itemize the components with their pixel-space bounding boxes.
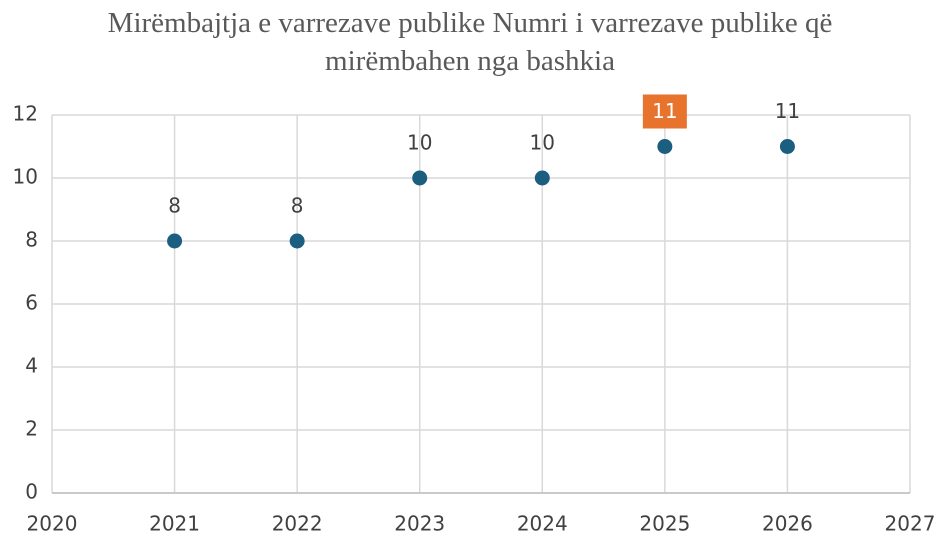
data-label: 8	[291, 194, 304, 218]
data-label: 8	[168, 194, 181, 218]
y-tick-label: 4	[25, 354, 38, 378]
data-label: 10	[530, 131, 555, 155]
x-tick-label: 2024	[517, 512, 568, 536]
y-tick-label: 10	[13, 165, 38, 189]
point	[412, 170, 428, 186]
y-tick-label: 2	[25, 417, 38, 441]
chart-title: Mirëmbajtja e varrezave publike Numri i …	[107, 7, 833, 77]
point	[289, 233, 305, 249]
point	[779, 139, 795, 154]
point	[657, 139, 673, 154]
label-highlight	[642, 94, 687, 129]
y-tick-label: 12	[13, 102, 38, 126]
x-tick-label: 2025	[639, 512, 690, 536]
y-tick-label: 0	[25, 480, 38, 504]
data-label: 11	[775, 99, 800, 123]
point	[534, 170, 550, 186]
y-tick-label: 8	[25, 228, 38, 252]
point	[167, 233, 183, 249]
data-label: 11	[652, 99, 677, 123]
x-tick-label: 2027	[885, 512, 936, 536]
x-tick-label: 2023	[394, 512, 445, 536]
x-tick-label: 2022	[272, 512, 323, 536]
x-tick-label: 2020	[27, 512, 78, 536]
data-label: 10	[407, 131, 432, 155]
x-tick-label: 2026	[762, 512, 813, 536]
x-tick-label: 2021	[149, 512, 200, 536]
y-tick-label: 6	[25, 291, 38, 315]
